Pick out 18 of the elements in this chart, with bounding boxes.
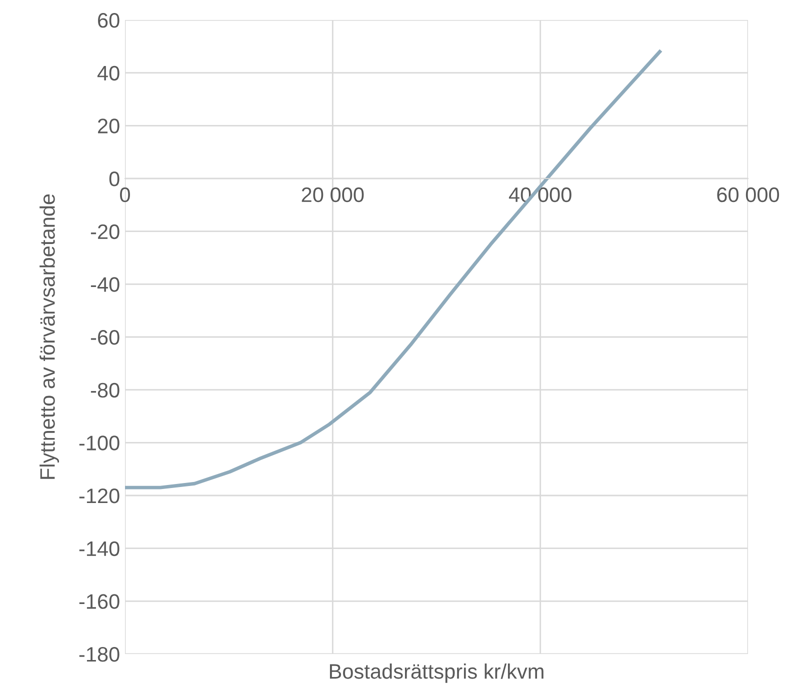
y-tick-label: -160 — [79, 594, 120, 609]
y-tick-label: -180 — [79, 647, 120, 662]
x-tick-label: 0 — [120, 187, 130, 202]
y-tick-label: -40 — [90, 277, 120, 292]
x-tick-label: 20 000 — [302, 187, 364, 202]
x-tick-label: 60 000 — [717, 187, 780, 202]
y-tick-label: -60 — [90, 330, 120, 345]
y-tick-label: 20 — [98, 118, 120, 134]
x-axis-title: Bostadsrättspris kr/kvm — [330, 664, 544, 683]
y-axis-title: Flyttnetto av förvärvsarbetande — [40, 194, 59, 479]
y-tick-label: -80 — [90, 382, 120, 398]
y-tick-label: 40 — [97, 66, 120, 81]
y-tick-label: -100 — [79, 436, 120, 450]
y-tick-label: -120 — [79, 488, 120, 504]
y-tick-label: -20 — [90, 224, 120, 240]
y-tick-label: -140 — [79, 541, 120, 556]
y-tick-label: 60 — [98, 13, 120, 28]
y-tick-label: 0 — [109, 172, 120, 186]
